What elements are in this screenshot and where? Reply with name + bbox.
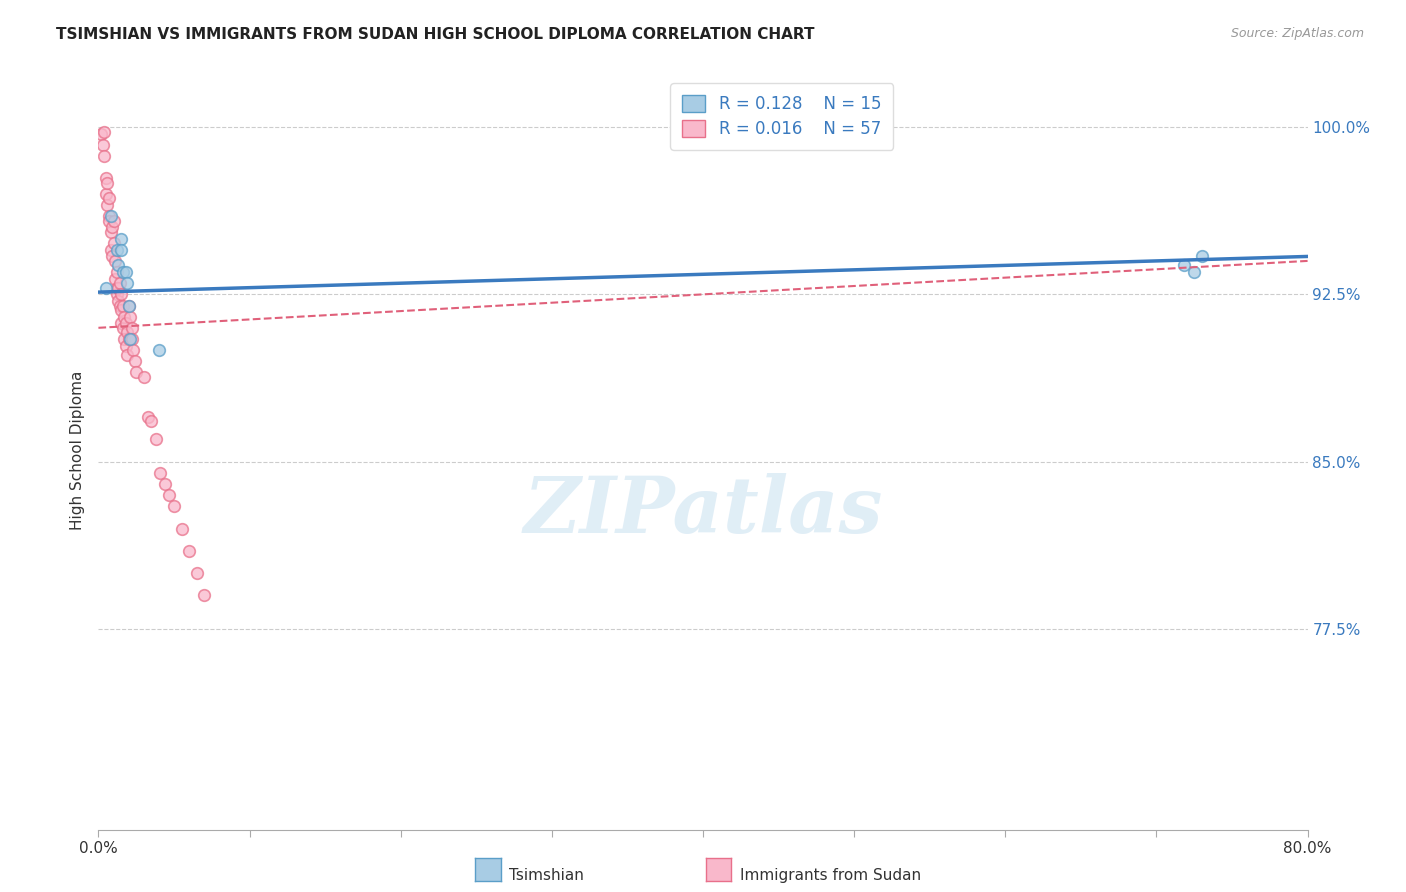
Point	[1191, 249, 1213, 263]
Point	[124, 354, 146, 368]
Point	[125, 365, 148, 379]
Point	[103, 235, 125, 250]
Point	[103, 213, 125, 227]
Point	[115, 276, 138, 290]
Point	[114, 265, 136, 279]
Point	[107, 293, 129, 308]
Point	[153, 476, 176, 491]
Point	[101, 249, 124, 263]
Point	[94, 186, 117, 201]
Point	[136, 409, 159, 424]
Point	[101, 220, 124, 235]
Text: ZIPatlas: ZIPatlas	[523, 473, 883, 549]
Point	[112, 332, 135, 346]
Point	[100, 209, 122, 223]
Point	[105, 280, 128, 294]
Point	[118, 298, 141, 312]
Point	[122, 343, 145, 357]
Point	[93, 149, 115, 163]
Point	[91, 137, 114, 152]
Point	[94, 280, 117, 294]
Point	[163, 499, 186, 513]
Point	[120, 310, 142, 324]
Point	[107, 280, 129, 294]
Point	[98, 213, 121, 227]
Point	[170, 521, 193, 535]
Point	[132, 369, 155, 384]
Point	[115, 325, 138, 339]
Point	[149, 466, 172, 480]
Point	[98, 209, 121, 223]
Point	[179, 543, 201, 558]
Point	[186, 566, 208, 580]
Text: Tsimshian: Tsimshian	[509, 869, 583, 883]
Point	[94, 171, 117, 186]
Point	[98, 191, 121, 205]
Y-axis label: High School Diploma: High School Diploma	[69, 371, 84, 530]
Point	[118, 332, 141, 346]
Point	[145, 432, 167, 446]
Point	[120, 332, 142, 346]
Point	[105, 243, 128, 257]
Point	[121, 332, 143, 346]
Point	[112, 310, 135, 324]
Point	[96, 198, 118, 212]
Point	[1182, 265, 1205, 279]
Point	[148, 343, 170, 357]
Point	[110, 316, 132, 330]
Point	[159, 488, 181, 502]
Point	[111, 265, 134, 279]
Point	[114, 338, 136, 352]
Point	[100, 243, 122, 257]
Point	[90, 127, 112, 141]
Point	[105, 265, 128, 279]
Point	[108, 298, 131, 312]
Point	[115, 347, 138, 361]
Point	[114, 316, 136, 330]
Point	[107, 258, 129, 272]
Point	[104, 253, 127, 268]
Text: Immigrants from Sudan: Immigrants from Sudan	[740, 869, 921, 883]
Point	[105, 287, 128, 301]
Point	[141, 414, 163, 428]
Point	[121, 320, 143, 334]
Point	[100, 225, 122, 239]
Point	[104, 271, 127, 285]
Point	[1173, 258, 1195, 272]
Point	[111, 320, 134, 334]
Point	[110, 243, 132, 257]
Point	[193, 588, 215, 602]
Point	[93, 124, 115, 138]
Text: TSIMSHIAN VS IMMIGRANTS FROM SUDAN HIGH SCHOOL DIPLOMA CORRELATION CHART: TSIMSHIAN VS IMMIGRANTS FROM SUDAN HIGH …	[56, 27, 814, 42]
Text: Source: ZipAtlas.com: Source: ZipAtlas.com	[1230, 27, 1364, 40]
Point	[118, 298, 141, 312]
Point	[111, 298, 134, 312]
Point	[108, 276, 131, 290]
Point	[96, 176, 118, 190]
Legend: R = 0.128    N = 15, R = 0.016    N = 57: R = 0.128 N = 15, R = 0.016 N = 57	[671, 84, 893, 150]
Point	[110, 231, 132, 245]
Point	[110, 302, 132, 317]
Point	[110, 287, 132, 301]
